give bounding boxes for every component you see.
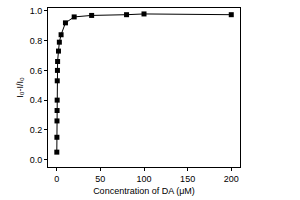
svg-text:200: 200 [224,174,239,184]
svg-text:0.8: 0.8 [30,36,43,46]
svg-text:I₀-I/I₀: I₀-I/I₀ [15,77,25,98]
svg-text:0.6: 0.6 [30,66,43,76]
svg-text:150: 150 [180,174,195,184]
svg-text:0.2: 0.2 [30,125,43,135]
svg-text:50: 50 [95,174,105,184]
svg-text:Concentration of DA (μM): Concentration of DA (μM) [93,186,195,196]
svg-text:0.4: 0.4 [30,95,43,105]
svg-text:100: 100 [136,174,151,184]
svg-text:1.0: 1.0 [30,6,43,16]
svg-text:0.0: 0.0 [30,155,43,165]
svg-text:0: 0 [54,174,59,184]
